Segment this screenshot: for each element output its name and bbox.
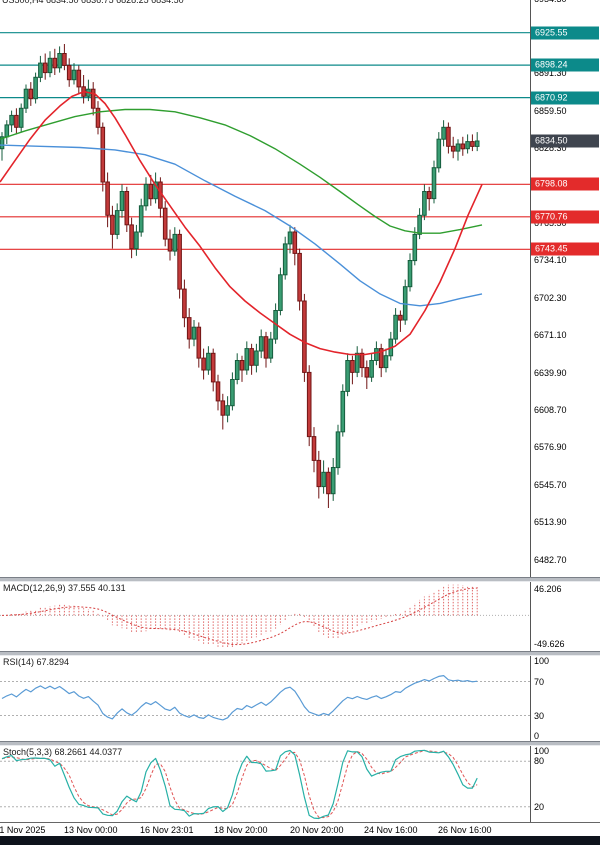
rsi-label: RSI(14) 67.8294 xyxy=(3,657,70,667)
support-price-badge: 6770.76 xyxy=(531,210,599,224)
time-axis-label: 20 Nov 20:00 xyxy=(290,825,344,835)
price-axis-divider xyxy=(530,0,531,577)
price-axis-label: 6671.10 xyxy=(534,330,567,341)
macd-axis-divider xyxy=(530,582,531,651)
price-axis-label: 6576.90 xyxy=(534,442,567,453)
panel-separator[interactable] xyxy=(0,651,600,656)
stoch-axis-label: 20 xyxy=(534,801,545,812)
ma-green-line xyxy=(0,108,483,234)
rsi-axis-label: 30 xyxy=(534,710,545,721)
macd-chart[interactable] xyxy=(0,582,530,651)
rsi-axis-label: 100 xyxy=(534,656,550,666)
symbol-ohlc-line: US500,H4 6834.50 6836.75 6828.25 6834.50 xyxy=(2,0,184,5)
price-axis-label: 6828.30 xyxy=(534,143,567,154)
ma-red-line xyxy=(0,90,483,356)
macd-signal-line xyxy=(1,587,478,646)
time-axis-label: 18 Nov 20:00 xyxy=(214,825,268,835)
panel-separator[interactable] xyxy=(0,577,600,582)
rsi-panel[interactable]: RSI(14) 67.8294 100 70 30 0 xyxy=(0,656,600,741)
price-axis-label: 6954.30 xyxy=(534,0,567,4)
rsi-line xyxy=(1,675,478,721)
resistance-price-badge: 6925.55 xyxy=(531,26,599,40)
macd-histogram xyxy=(6,584,478,649)
time-axis-label: 24 Nov 16:00 xyxy=(364,825,418,835)
stoch-panel[interactable]: Stoch(5,3,3) 68.2661 44.0377 100 80 20 xyxy=(0,746,600,822)
stoch-axis-label: 80 xyxy=(534,756,545,767)
resistance-price-badge: 6898.24 xyxy=(531,58,599,72)
price-axis[interactable]: 6954.306891.306859.506828.306765.506734.… xyxy=(0,0,600,577)
ma-blue-line xyxy=(0,144,483,307)
price-axis-label: 6608.70 xyxy=(534,404,567,415)
stoch-k-line xyxy=(1,749,478,820)
rsi-axis-label: 0 xyxy=(534,731,540,741)
stoch-axis-divider xyxy=(530,746,531,822)
rsi-axis-divider xyxy=(530,656,531,741)
support-price-badge: 6743.45 xyxy=(531,242,599,256)
time-axis-label: 11 Nov 2025 xyxy=(0,825,46,835)
macd-min-label: -49.626 xyxy=(534,639,565,649)
candlestick-chart[interactable] xyxy=(0,0,530,577)
macd-max-label: 46.206 xyxy=(534,584,562,594)
macd-label: MACD(12,26,9) 37.555 40.131 xyxy=(3,583,126,593)
panel-separator[interactable] xyxy=(0,741,600,746)
rsi-axis-label: 70 xyxy=(534,676,545,687)
price-axis-label: 6639.90 xyxy=(534,367,567,378)
rsi-chart[interactable] xyxy=(0,656,530,741)
current-price-badge: 6834.50 xyxy=(531,134,599,148)
candles-layer xyxy=(0,44,480,508)
price-axis-label: 6513.90 xyxy=(534,517,567,528)
time-axis[interactable]: 11 Nov 2025 13 Nov 00:00 16 Nov 23:01 18 No… xyxy=(0,822,600,836)
price-axis-label: 6859.50 xyxy=(534,106,567,117)
price-axis-label: 6891.30 xyxy=(534,68,567,79)
stoch-label: Stoch(5,3,3) 68.2661 44.0377 xyxy=(3,747,123,757)
resistance-price-badge: 6870.92 xyxy=(531,91,599,105)
bottom-bar xyxy=(0,836,600,845)
price-axis-label: 6734.10 xyxy=(534,255,567,266)
main-chart-panel[interactable]: 6954.306891.306859.506828.306765.506734.… xyxy=(0,0,600,577)
time-axis-label: 13 Nov 00:00 xyxy=(64,825,118,835)
stoch-axis-label: 100 xyxy=(534,746,550,756)
price-axis-label: 6545.70 xyxy=(534,479,567,490)
stoch-chart[interactable] xyxy=(0,746,530,822)
support-price-badge: 6798.08 xyxy=(531,177,599,191)
macd-panel[interactable]: MACD(12,26,9) 37.555 40.131 46.206 -49.6… xyxy=(0,582,600,651)
price-axis-label: 6702.30 xyxy=(534,293,567,304)
time-axis-label: 26 Nov 16:00 xyxy=(438,825,492,835)
time-axis-label: 16 Nov 23:01 xyxy=(140,825,194,835)
price-axis-label: 6482.70 xyxy=(534,554,567,565)
stoch-d-line xyxy=(1,750,478,819)
